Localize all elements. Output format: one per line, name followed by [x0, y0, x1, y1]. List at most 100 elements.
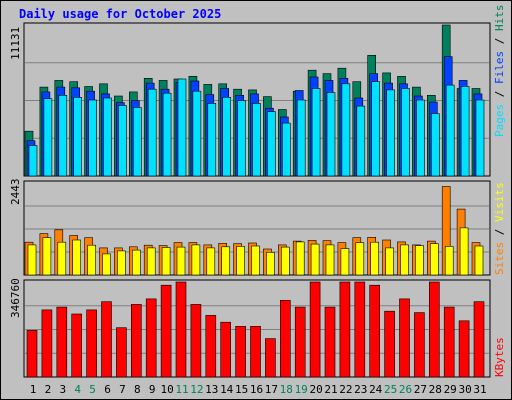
visits-bar-sites-25 [385, 247, 394, 276]
kbytes-bar-kbytes-14 [220, 321, 231, 378]
hits-bar-pages-23 [356, 105, 366, 177]
kbytes-bar-kbytes-19 [294, 306, 306, 378]
hits-bar-pages-12 [192, 90, 202, 177]
kbytes-bar-kbytes-9 [145, 298, 157, 378]
x-label-day-13: 13 [205, 383, 218, 396]
hits-max-label: 11131 [9, 27, 22, 60]
visits-bar-sites-12 [191, 244, 201, 276]
kbytes-bar-kbytes-21 [324, 306, 336, 378]
x-label-day-10: 10 [160, 383, 173, 396]
hits-bar-pages-26 [401, 88, 410, 177]
x-label-day-12: 12 [190, 383, 203, 396]
kbytes-max-label: 346760 [9, 278, 22, 318]
hits-bar-pages-19 [296, 99, 306, 177]
x-label-day-2: 2 [45, 383, 52, 396]
kbytes-bar-kbytes-12 [190, 304, 202, 378]
visits-bar-sites-21 [325, 244, 335, 276]
kbytes-bar-kbytes-27 [414, 312, 425, 378]
visits-bar-sites-9 [146, 247, 156, 276]
hits-bar-pages-29 [445, 84, 455, 177]
kbytes-bar-kbytes-5 [86, 309, 97, 378]
visits-bar-sites-15 [236, 246, 245, 276]
kbytes-bar-kbytes-3 [56, 306, 68, 378]
visits-bar-sites-19 [295, 241, 305, 276]
hits-bar-pages-24 [371, 81, 381, 177]
chart-title: Daily usage for October 2025 [19, 7, 221, 21]
visits-bar-sites-2 [42, 237, 52, 276]
hits-bar-pages-31 [475, 99, 485, 177]
hits-bar-pages-8 [133, 107, 142, 177]
hits-bar-pages-16 [252, 103, 261, 177]
visits-bar-sites-20 [310, 243, 320, 276]
x-label-day-14: 14 [220, 383, 234, 396]
visits-bar-sites-8 [132, 249, 141, 276]
visits-bar-sites-13 [206, 247, 216, 276]
visits-bar-sites-22 [340, 248, 350, 276]
hits-bar-pages-15 [237, 100, 246, 177]
kbytes-bar-kbytes-15 [235, 325, 246, 378]
hits-bar-pages-5 [88, 99, 97, 177]
hits-bar-pages-2 [43, 98, 53, 177]
x-axis-labels: 1 2 3 4 5 6 7 8 9 10 11 12 13 14 15 16 17 18 19 20 21 22 23 24 2… [30, 383, 487, 396]
hits-bar-pages-25 [386, 89, 395, 177]
kbytes-bar-kbytes-1 [26, 330, 38, 378]
legend-hits: Hits [493, 5, 506, 32]
legend-files: Files [493, 51, 506, 84]
hits-bar-pages-27 [416, 99, 425, 177]
hits-bar-pages-13 [207, 103, 217, 177]
visits-bar-sites-17 [266, 252, 275, 276]
kbytes-bar-kbytes-28 [428, 281, 440, 378]
visits-bar-sites-16 [251, 245, 260, 276]
kbytes-bar-kbytes-22 [339, 281, 351, 378]
kbytes-bar-kbytes-4 [71, 313, 82, 378]
x-label-day-19: 19 [295, 383, 308, 396]
legend-visits: Visits [493, 182, 506, 222]
hits-bar-pages-18 [281, 122, 291, 177]
x-label-day-6: 6 [104, 383, 111, 396]
visits-bar-sites-1 [27, 244, 37, 276]
visits-bar-sites-28 [429, 243, 439, 276]
hits-bar-pages-7 [118, 105, 127, 177]
visits-bar-sites-11 [176, 246, 186, 276]
kbytes-bar-kbytes-6 [101, 301, 112, 378]
visits-max-label: 2443 [9, 179, 22, 206]
hits-bar-pages-30 [460, 86, 470, 177]
legend-sites: Sites [493, 242, 506, 275]
hits-bar-pages-20 [311, 88, 321, 177]
x-label-day-22: 22 [339, 383, 352, 396]
visits-bar-sites-3 [57, 241, 67, 276]
x-label-day-4: 4 [74, 383, 81, 396]
visits-bar-sites-23 [355, 242, 365, 276]
kbytes-bar-kbytes-26 [399, 298, 410, 378]
x-label-day-1: 1 [30, 383, 37, 396]
x-label-day-23: 23 [354, 383, 367, 396]
visits-bar-sites-6 [102, 253, 111, 276]
visits-bar-sites-10 [161, 247, 171, 276]
hits-bar-pages-22 [341, 83, 351, 177]
visits-bar-sites-18 [280, 246, 290, 276]
x-label-day-18: 18 [280, 383, 293, 396]
legend-pages: Pages [493, 104, 506, 137]
x-label-day-3: 3 [59, 383, 66, 396]
hits-bar-pages-11 [177, 78, 187, 177]
x-label-day-26: 26 [399, 383, 412, 396]
hits-bar-pages-9 [147, 88, 157, 177]
x-label-day-11: 11 [175, 383, 188, 396]
x-label-day-21: 21 [324, 383, 337, 396]
kbytes-legend: KBytes [493, 337, 506, 377]
visits-bar-sites-14 [221, 246, 230, 276]
visits-bar-sites-24 [370, 241, 380, 276]
visits-bar-sites-29 [444, 246, 454, 276]
hits-bar-pages-3 [58, 95, 68, 177]
x-label-day-31: 31 [473, 383, 486, 396]
kbytes-bar-kbytes-13 [205, 315, 217, 378]
x-label-day-16: 16 [250, 383, 263, 396]
x-label-day-24: 24 [369, 383, 383, 396]
kbytes-bar-kbytes-7 [116, 327, 127, 378]
x-label-day-7: 7 [119, 383, 126, 396]
kbytes-bar-kbytes-18 [279, 299, 291, 378]
x-label-day-30: 30 [458, 383, 471, 396]
x-label-day-17: 17 [265, 383, 278, 396]
kbytes-bar-kbytes-10 [160, 284, 172, 378]
